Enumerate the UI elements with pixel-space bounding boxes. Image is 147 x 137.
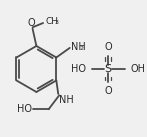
Text: O: O	[105, 86, 112, 96]
Text: HO: HO	[17, 104, 32, 114]
Text: NH: NH	[59, 95, 74, 105]
Text: NH: NH	[71, 42, 85, 52]
Text: CH: CH	[45, 17, 58, 26]
Text: 3: 3	[54, 20, 58, 25]
Text: O: O	[28, 18, 35, 28]
Text: O: O	[105, 42, 112, 52]
Text: S: S	[105, 64, 112, 74]
Text: HO: HO	[71, 64, 86, 74]
Text: OH: OH	[130, 64, 145, 74]
Text: 2: 2	[80, 46, 84, 51]
